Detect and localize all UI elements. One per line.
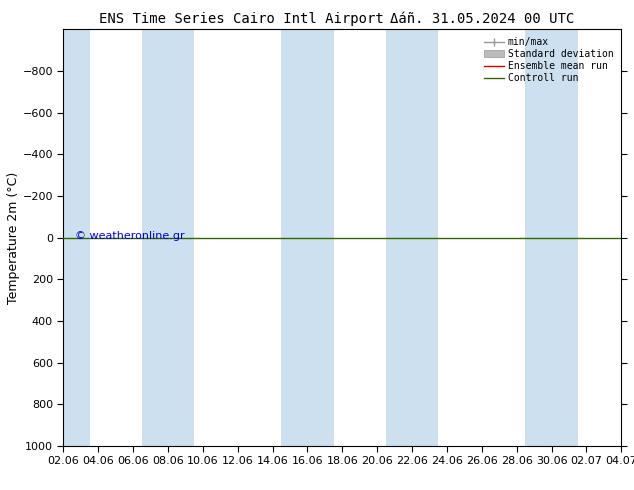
- Text: Δáñ. 31.05.2024 00 UTC: Δáñ. 31.05.2024 00 UTC: [390, 12, 574, 26]
- Bar: [526, 29, 578, 446]
- Y-axis label: Temperature 2m (°C): Temperature 2m (°C): [7, 172, 20, 304]
- Bar: [37, 29, 89, 446]
- Legend: min/max, Standard deviation, Ensemble mean run, Controll run: min/max, Standard deviation, Ensemble me…: [482, 34, 616, 86]
- Text: © weatheronline.gr: © weatheronline.gr: [75, 231, 184, 241]
- Bar: [142, 29, 194, 446]
- Bar: [386, 29, 438, 446]
- Text: ENS Time Series Cairo Intl Airport: ENS Time Series Cairo Intl Airport: [98, 12, 384, 26]
- Bar: [281, 29, 333, 446]
